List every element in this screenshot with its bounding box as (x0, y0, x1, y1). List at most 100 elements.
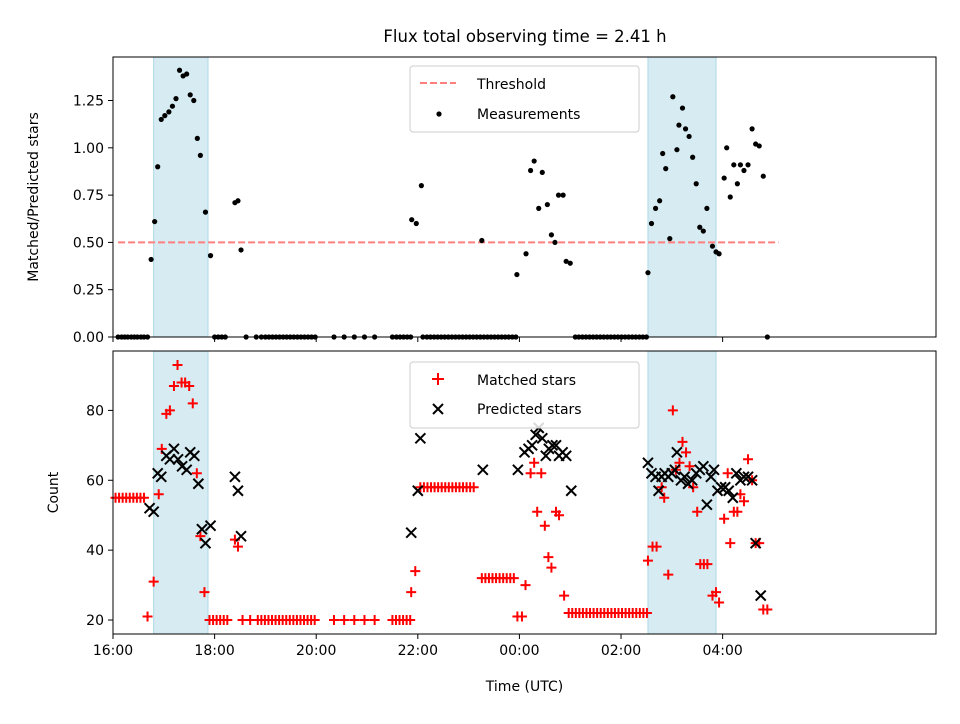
measurement-point (413, 220, 419, 227)
x-axis-label: Time (UTC) (485, 679, 563, 695)
measurement-point (670, 94, 676, 100)
measurement-point (155, 164, 161, 170)
predicted-stars-point (180, 464, 193, 476)
predicted-stars-point (652, 485, 665, 497)
measurement-point (709, 243, 716, 249)
matched-stars-point (677, 436, 688, 447)
matched-stars-point (406, 587, 417, 598)
predicted-stars-point (147, 506, 160, 518)
measurement-point (194, 135, 200, 141)
predicted-stars-point (701, 499, 713, 511)
measurement-point (660, 150, 666, 157)
legend-matched-label: Matched stars (477, 373, 576, 389)
predicted-stars-point (232, 485, 244, 497)
predicted-stars-point (671, 446, 683, 459)
matched-stars-point (168, 380, 179, 391)
legend-measurements-label: Measurements (477, 107, 580, 123)
measurement-point (704, 205, 710, 211)
measurement-point (409, 217, 415, 223)
measurement-point (700, 228, 706, 234)
predicted-stars-point (546, 439, 559, 452)
matched-stars-point (738, 496, 749, 507)
predicted-stars-point (678, 471, 691, 483)
matched-stars-point (516, 611, 527, 622)
y-tick-label: 0.00 (73, 330, 104, 346)
measurement-point (523, 251, 529, 257)
predicted-stars-point (705, 471, 717, 483)
matched-stars-point (546, 562, 557, 573)
measurement-point (727, 194, 733, 200)
predicted-stars-point (723, 485, 735, 497)
x-tick-label: 04:00 (702, 643, 742, 659)
bottom-panel: 16:00 18:00 20:00 22:00 00:00 02:00 04:00 20 40 6… (46, 350, 937, 695)
predicted-stars-point (414, 432, 427, 445)
predicted-stars-point (686, 474, 698, 486)
predicted-stars-point (746, 474, 758, 486)
measurement-point (652, 205, 659, 211)
measurement-point (657, 198, 663, 204)
matched-stars-point (762, 604, 773, 615)
matched-stars-point (743, 454, 754, 465)
measurement-point (531, 158, 537, 164)
y-axis-label: Count (46, 471, 62, 513)
predicted-stars-point (172, 453, 184, 466)
predicted-stars-point (738, 471, 750, 483)
axes-frame (112, 350, 937, 635)
measurement-point (173, 96, 179, 102)
matched-stars-point (369, 615, 380, 626)
measurement-point (197, 152, 203, 158)
measurement-point (514, 271, 520, 278)
matched-stars-point (191, 468, 202, 479)
predicted-stars-point (526, 439, 538, 452)
matched-stars-point (711, 587, 722, 598)
predicted-stars-point (565, 485, 577, 497)
measurement-point (536, 205, 542, 211)
measurement-point (555, 192, 562, 198)
matched-stars-point (722, 468, 733, 479)
matched-stars-point (714, 597, 725, 608)
matched-stars-point (688, 482, 699, 493)
x-tick-label: 22:00 (398, 643, 438, 659)
predicted-stars-point (669, 464, 681, 476)
matched-stars-point (663, 569, 674, 580)
matched-stars-point (349, 615, 360, 626)
x-tick-label: 20:00 (296, 643, 336, 659)
measurement-point (479, 237, 485, 244)
matched-stars-point (725, 538, 736, 549)
matched-stars-point (468, 482, 479, 493)
measurement-point (686, 133, 692, 140)
matched-stars-point (138, 492, 149, 503)
measurement-point (674, 147, 680, 153)
highlight-span (153, 350, 209, 635)
matched-stars-point (164, 405, 175, 416)
legend-predicted-label: Predicted stars (477, 402, 582, 418)
measurement-point (667, 236, 673, 242)
matched-stars-point (543, 552, 554, 563)
y-tick-label: 60 (86, 473, 104, 489)
measurement-point (734, 181, 740, 187)
top-panel: 0.00 0.25 0.50 0.75 1.00 1.25 Matched/Predicte… (26, 56, 937, 346)
measurement-point (645, 270, 651, 276)
matched-stars-point (525, 468, 536, 479)
matched-stars-point (328, 615, 339, 626)
matched-stars-point (559, 590, 570, 601)
measurement-point (152, 218, 158, 225)
measurement-point (741, 167, 747, 174)
predicted-stars-point (727, 492, 739, 504)
predicted-stars-point (529, 429, 542, 441)
matched-stars-point (405, 615, 416, 626)
y-axis-label: Matched/Predicted stars (26, 112, 42, 282)
y-tick-label: 20 (86, 613, 104, 629)
measurement-point (162, 113, 168, 119)
measurement-point (716, 251, 722, 257)
predicted-stars-point (560, 450, 572, 462)
matched-stars-point (195, 531, 206, 542)
predicted-stars-point (164, 453, 176, 466)
matched-stars-point (684, 461, 695, 472)
predicted-stars-point (477, 464, 489, 476)
highlight-span (153, 56, 209, 338)
predicted-stars-point (749, 537, 762, 549)
measurement-point (176, 67, 183, 73)
matched-stars-point (702, 559, 713, 570)
measurement-point (756, 143, 762, 149)
